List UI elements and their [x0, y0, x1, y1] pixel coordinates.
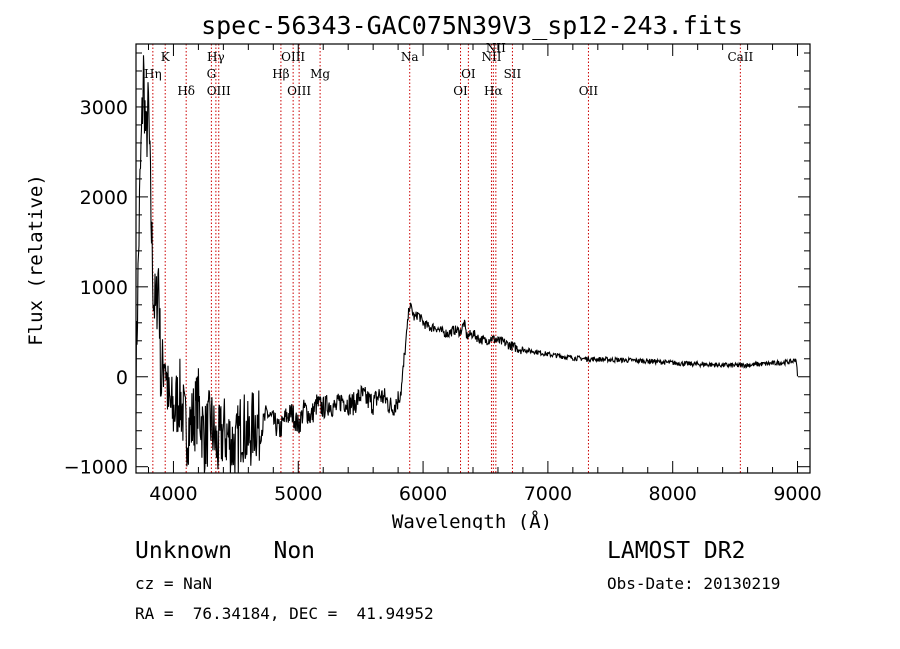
line-label: OI — [461, 67, 476, 81]
line-label: OIII — [287, 84, 311, 98]
line-label: Hγ — [207, 50, 225, 64]
line-label: Hη — [144, 67, 162, 81]
y-tick-label: 2000 — [80, 187, 128, 209]
line-label: OIII — [207, 84, 231, 98]
line-label: Hδ — [177, 84, 195, 98]
line-label: OIII — [281, 50, 305, 64]
plot-frame — [135, 43, 811, 474]
spectrum-line — [135, 55, 799, 474]
line-label: CaII — [727, 50, 753, 64]
x-tick-label: 4000 — [149, 483, 197, 505]
obs-date-text: Obs-Date: 20130219 — [607, 574, 781, 593]
line-label: Hβ — [272, 67, 289, 81]
x-tick-label: 7000 — [524, 483, 572, 505]
y-tick-label: 3000 — [80, 97, 128, 119]
line-label: K — [161, 50, 171, 64]
coordinates-text: RA = 76.34184, DEC = 41.94952 — [135, 604, 434, 623]
x-tick-label: 8000 — [649, 483, 697, 505]
x-tick-label: 9000 — [773, 483, 821, 505]
line-label: OII — [579, 84, 599, 98]
spectrum-chart: spec-56343-GAC075N39V3_sp12-243.fits Hη K… — [25, 11, 822, 530]
line-label: Mg — [310, 67, 330, 81]
classification-text: Unknown Non — [135, 538, 316, 564]
line-label: Na — [401, 50, 419, 64]
line-label: NII — [481, 50, 501, 64]
line-label: SII — [504, 67, 522, 81]
y-tick-label: 1000 — [80, 277, 128, 299]
x-tick-label: 6000 — [399, 483, 447, 505]
redshift-text: cz = NaN — [135, 574, 213, 593]
line-label: G — [207, 67, 217, 81]
x-tick-label: 5000 — [274, 483, 322, 505]
line-label: OI — [453, 84, 468, 98]
survey-label: LAMOST DR2 — [607, 538, 746, 564]
emission-line-labels: HηKHδHγGOIIIOIIIHβOIIIMgNaOIOINIINIISIIH… — [144, 41, 753, 98]
chart-title: spec-56343-GAC075N39V3_sp12-243.fits — [201, 11, 743, 40]
x-axis-ticks: 4000 5000 6000 7000 8000 9000 — [147, 44, 822, 505]
line-label: Hα — [484, 84, 503, 98]
y-tick-label: −1000 — [64, 457, 128, 479]
y-axis-label: Flux (relative) — [25, 174, 47, 346]
x-axis-label: Wavelength (Å) — [392, 510, 552, 530]
y-axis-ticks: −1000 0 1000 2000 3000 — [64, 52, 810, 479]
y-tick-label: 0 — [116, 367, 128, 389]
line-label: NII — [486, 41, 506, 55]
emission-line-markers — [152, 44, 741, 473]
